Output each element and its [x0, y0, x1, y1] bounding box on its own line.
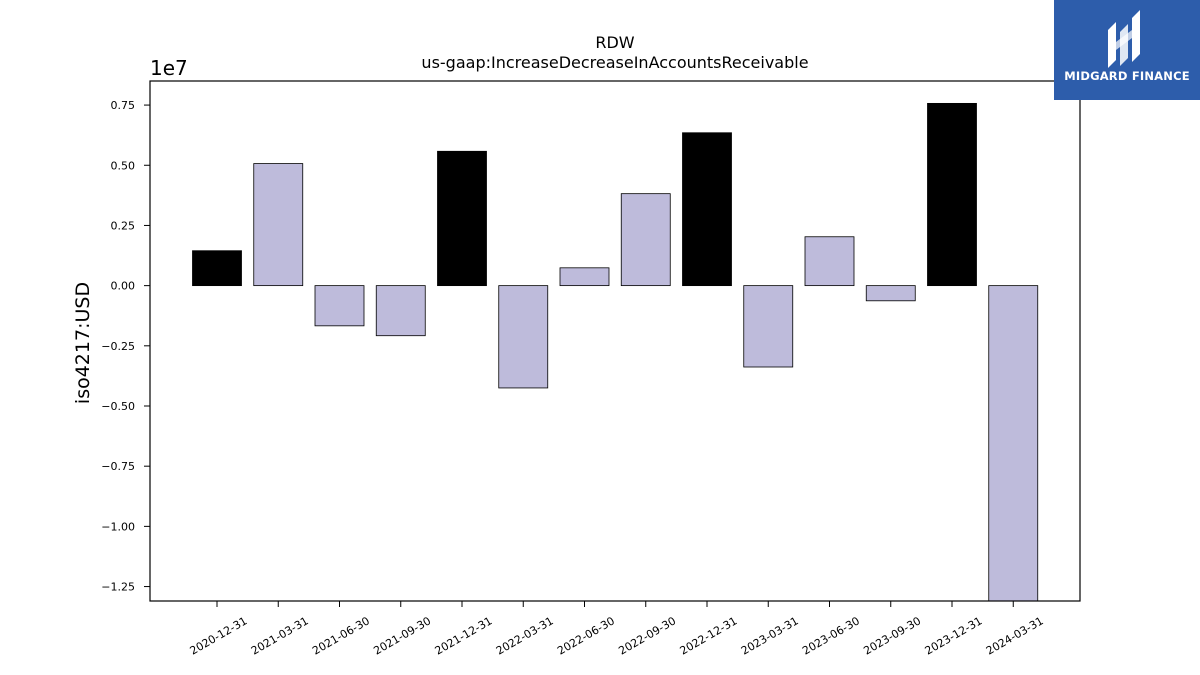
y-tick-label: −1.00 [101, 520, 135, 533]
x-tick-label: 2023-03-31 [739, 614, 801, 657]
x-tick-label: 2023-12-31 [923, 614, 985, 657]
midgard-logo-icon [1108, 10, 1140, 68]
y-tick-label: −1.25 [101, 581, 135, 594]
x-tick-label: 2022-09-30 [616, 614, 678, 657]
bar-2024-03-31 [988, 285, 1039, 602]
x-tick-label: 2024-03-31 [984, 614, 1046, 657]
x-tick-label: 2021-06-30 [310, 614, 372, 657]
y-tick-label: 0.75 [111, 99, 136, 112]
bar-2021-03-31 [253, 163, 304, 287]
brand-logo: MIDGARD FINANCE [1054, 0, 1200, 100]
bar-2023-06-30 [804, 236, 855, 287]
y-tick-label: 0.50 [111, 159, 136, 172]
bar-2022-09-30 [620, 193, 671, 287]
chart-title: RDW [595, 33, 634, 52]
x-tick-label: 2022-03-31 [494, 614, 556, 657]
bar-2020-12-31 [192, 250, 242, 287]
y-tick-label: −0.50 [101, 400, 135, 413]
x-tick-label: 2022-06-30 [555, 614, 617, 657]
plot-frame [149, 80, 1081, 602]
bar-2021-09-30 [375, 285, 426, 337]
y-offset-label: 1e7 [150, 56, 188, 80]
bar-2022-03-31 [498, 285, 549, 389]
x-tick-label: 2022-12-31 [678, 614, 740, 657]
y-axis-label: iso4217:USD [72, 282, 94, 404]
x-tick-label: 2023-06-30 [800, 614, 862, 657]
bar-2021-06-30 [314, 285, 365, 327]
bar-2023-12-31 [927, 102, 977, 287]
bar-2022-12-31 [682, 132, 732, 287]
x-tick-label: 2021-09-30 [371, 614, 433, 657]
bar-2022-06-30 [559, 267, 610, 287]
y-tick-label: 0.00 [111, 280, 136, 293]
logo-text: MIDGARD FINANCE [1064, 69, 1190, 83]
x-tick-label: 2021-03-31 [249, 614, 311, 657]
x-tick-label: 2023-09-30 [861, 614, 923, 657]
chart-subtitle: us-gaap:IncreaseDecreaseInAccountsReceiv… [421, 53, 808, 72]
bar-2023-03-31 [743, 285, 794, 368]
bar-2023-09-30 [865, 285, 916, 302]
x-tick-label: 2021-12-31 [433, 614, 495, 657]
y-tick-label: −0.25 [101, 340, 135, 353]
y-tick-label: −0.75 [101, 460, 135, 473]
y-tick-label: 0.25 [111, 219, 136, 232]
bar-2021-12-31 [437, 150, 487, 287]
x-tick-label: 2020-12-31 [188, 614, 250, 657]
